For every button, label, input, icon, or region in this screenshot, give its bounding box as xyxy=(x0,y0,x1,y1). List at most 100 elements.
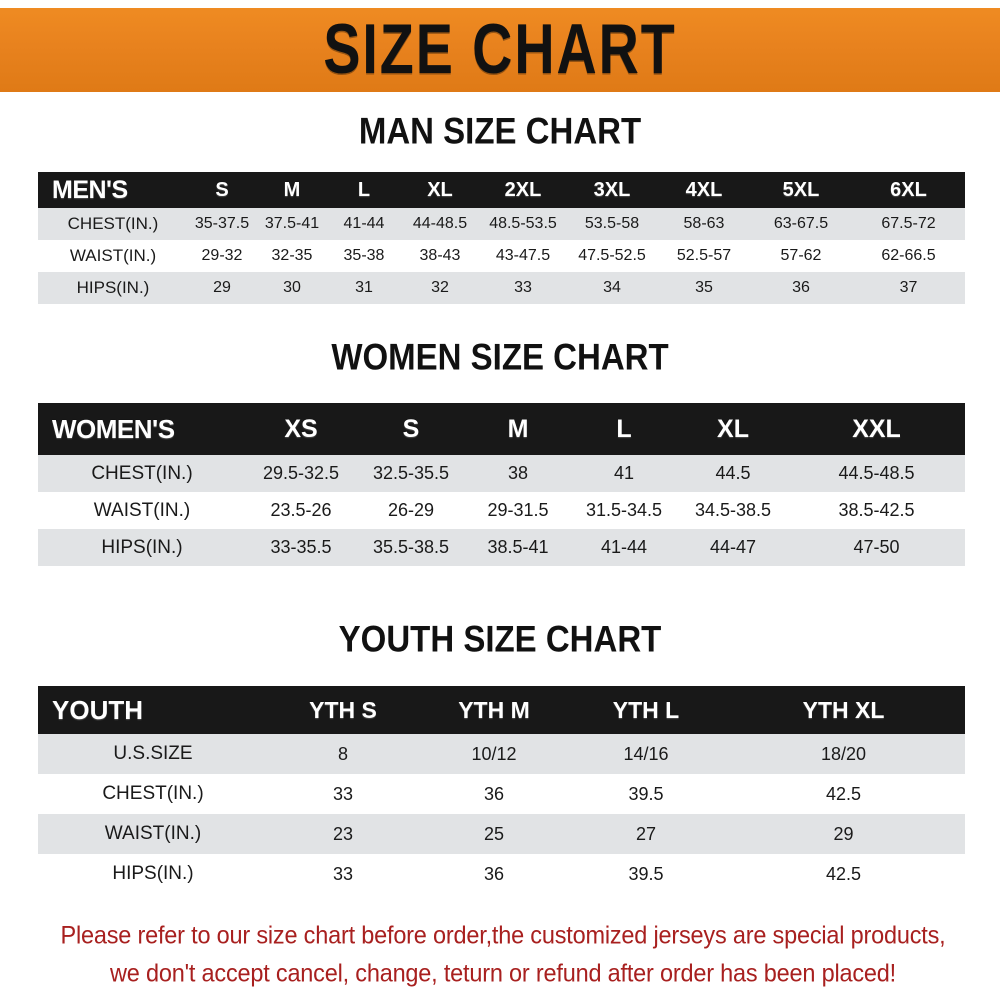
women-corner-label: WOMEN'S xyxy=(52,413,175,444)
men-cell: 35-37.5 xyxy=(188,208,256,240)
footer-note-line-2: we don't accept cancel, change, teturn o… xyxy=(110,959,896,987)
table-header-row: YOUTH YTH S YTH M YTH L YTH XL xyxy=(38,686,965,734)
men-cell: 37.5-41 xyxy=(256,208,328,240)
women-row-label: CHEST(IN.) xyxy=(38,455,246,492)
men-column-header-l: L xyxy=(357,178,371,201)
table-row: CHEST(IN.) 35-37.5 37.5-41 41-44 44-48.5 48.5… xyxy=(38,208,965,240)
women-cell: 47-50 xyxy=(788,529,965,566)
youth-row-label: HIPS(IN.) xyxy=(38,854,268,894)
women-cell: 41-44 xyxy=(570,529,678,566)
men-cell: 29-32 xyxy=(188,240,256,272)
women-column-header-xl: XL xyxy=(717,414,749,443)
women-column-header-s: S xyxy=(402,414,420,443)
women-cell: 38 xyxy=(466,455,570,492)
youth-section-title: YOUTH SIZE CHART xyxy=(338,617,662,660)
man-table-body: CHEST(IN.) 35-37.5 37.5-41 41-44 44-48.5 48.5… xyxy=(38,208,965,304)
youth-cell: 29 xyxy=(722,814,965,854)
youth-row-label: WAIST(IN.) xyxy=(38,814,268,854)
youth-column-header-yth-l: YTH L xyxy=(612,696,680,723)
footer-note: Please refer to our size chart before or… xyxy=(28,916,978,992)
youth-cell: 39.5 xyxy=(570,774,722,814)
women-cell: 23.5-26 xyxy=(246,492,356,529)
footer-note-line-1: Please refer to our size chart before or… xyxy=(60,921,946,949)
table-row: CHEST(IN.) 33 36 39.5 42.5 xyxy=(38,774,965,814)
youth-cell: 18/20 xyxy=(722,734,965,774)
youth-column-header-yth-m: YTH M xyxy=(458,696,530,723)
table-row: HIPS(IN.) 33 36 39.5 42.5 xyxy=(38,854,965,894)
man-size-table: MEN'S S M L XL 2XL 3XL 4XL 5XL 6XL CHEST(IN.) 35-3… xyxy=(38,172,965,304)
youth-cell: 23 xyxy=(268,814,418,854)
women-cell: 38.5-42.5 xyxy=(788,492,965,529)
table-row: HIPS(IN.) 29 30 31 32 33 34 35 36 37 xyxy=(38,272,965,304)
table-row: HIPS(IN.) 33-35.5 35.5-38.5 38.5-41 41-44 44-… xyxy=(38,529,965,566)
women-table-header: WOMEN'S XS S M L XL XXL xyxy=(38,403,965,455)
men-column-header-5xl: 5XL xyxy=(782,178,820,201)
men-column-header-6xl: 6XL xyxy=(890,178,927,201)
men-column-header-m: M xyxy=(283,178,301,201)
men-cell: 47.5-52.5 xyxy=(566,240,658,272)
youth-corner-label: YOUTH xyxy=(52,694,143,725)
men-cell: 38-43 xyxy=(400,240,480,272)
youth-size-table: YOUTH YTH S YTH M YTH L YTH XL U.S.SIZE 8 10/1… xyxy=(38,686,965,894)
men-cell: 34 xyxy=(566,272,658,304)
men-cell: 35 xyxy=(658,272,750,304)
men-column-header-s: S xyxy=(215,178,229,201)
men-cell: 67.5-72 xyxy=(852,208,965,240)
women-cell: 29-31.5 xyxy=(466,492,570,529)
women-cell: 34.5-38.5 xyxy=(678,492,788,529)
table-row: WAIST(IN.) 23.5-26 26-29 29-31.5 31.5-34.5 34… xyxy=(38,492,965,529)
men-cell: 63-67.5 xyxy=(750,208,852,240)
men-cell: 62-66.5 xyxy=(852,240,965,272)
men-cell: 35-38 xyxy=(328,240,400,272)
women-cell: 26-29 xyxy=(356,492,466,529)
youth-cell: 33 xyxy=(268,774,418,814)
youth-cell: 14/16 xyxy=(570,734,722,774)
man-section-title: MAN SIZE CHART xyxy=(358,109,642,152)
youth-cell: 42.5 xyxy=(722,774,965,814)
men-cell: 37 xyxy=(852,272,965,304)
women-size-table: WOMEN'S XS S M L XL XXL CHEST(IN.) 29.5-32.5 32.… xyxy=(38,403,965,566)
men-row-label: HIPS(IN.) xyxy=(38,272,188,304)
women-cell: 38.5-41 xyxy=(466,529,570,566)
men-cell: 32-35 xyxy=(256,240,328,272)
man-table-header: MEN'S S M L XL 2XL 3XL 4XL 5XL 6XL xyxy=(38,172,965,208)
youth-cell: 36 xyxy=(418,774,570,814)
women-cell: 44.5 xyxy=(678,455,788,492)
page-banner: SIZE CHART xyxy=(0,8,1000,92)
men-column-header-2xl: 2XL xyxy=(504,178,542,201)
women-cell: 35.5-38.5 xyxy=(356,529,466,566)
women-row-label: WAIST(IN.) xyxy=(38,492,246,529)
table-header-row: WOMEN'S XS S M L XL XXL xyxy=(38,403,965,455)
men-cell: 52.5-57 xyxy=(658,240,750,272)
women-column-header-m: M xyxy=(507,414,529,443)
men-cell: 33 xyxy=(480,272,566,304)
youth-column-header-yth-s: YTH S xyxy=(309,696,377,723)
men-cell: 36 xyxy=(750,272,852,304)
men-corner-label: MEN'S xyxy=(52,175,128,204)
youth-cell: 27 xyxy=(570,814,722,854)
men-cell: 44-48.5 xyxy=(400,208,480,240)
youth-table-body: U.S.SIZE 8 10/12 14/16 18/20 CHEST(IN.) 33 36 39… xyxy=(38,734,965,894)
youth-row-label: U.S.SIZE xyxy=(38,734,268,774)
women-cell: 32.5-35.5 xyxy=(356,455,466,492)
men-cell: 58-63 xyxy=(658,208,750,240)
men-cell: 53.5-58 xyxy=(566,208,658,240)
table-row: WAIST(IN.) 23 25 27 29 xyxy=(38,814,965,854)
youth-cell: 36 xyxy=(418,854,570,894)
women-row-label: HIPS(IN.) xyxy=(38,529,246,566)
men-column-header-3xl: 3XL xyxy=(593,178,631,201)
youth-cell: 33 xyxy=(268,854,418,894)
youth-row-label: CHEST(IN.) xyxy=(38,774,268,814)
table-row: CHEST(IN.) 29.5-32.5 32.5-35.5 38 41 44.5 44.5… xyxy=(38,455,965,492)
men-row-label: CHEST(IN.) xyxy=(38,208,188,240)
women-column-header-l: L xyxy=(616,414,632,443)
men-cell: 32 xyxy=(400,272,480,304)
youth-cell: 8 xyxy=(268,734,418,774)
women-cell: 44-47 xyxy=(678,529,788,566)
men-cell: 43-47.5 xyxy=(480,240,566,272)
women-column-header-xs: XS xyxy=(284,414,318,443)
men-cell: 41-44 xyxy=(328,208,400,240)
women-cell: 31.5-34.5 xyxy=(570,492,678,529)
youth-column-header-yth-xl: YTH XL xyxy=(802,696,885,723)
men-cell: 48.5-53.5 xyxy=(480,208,566,240)
